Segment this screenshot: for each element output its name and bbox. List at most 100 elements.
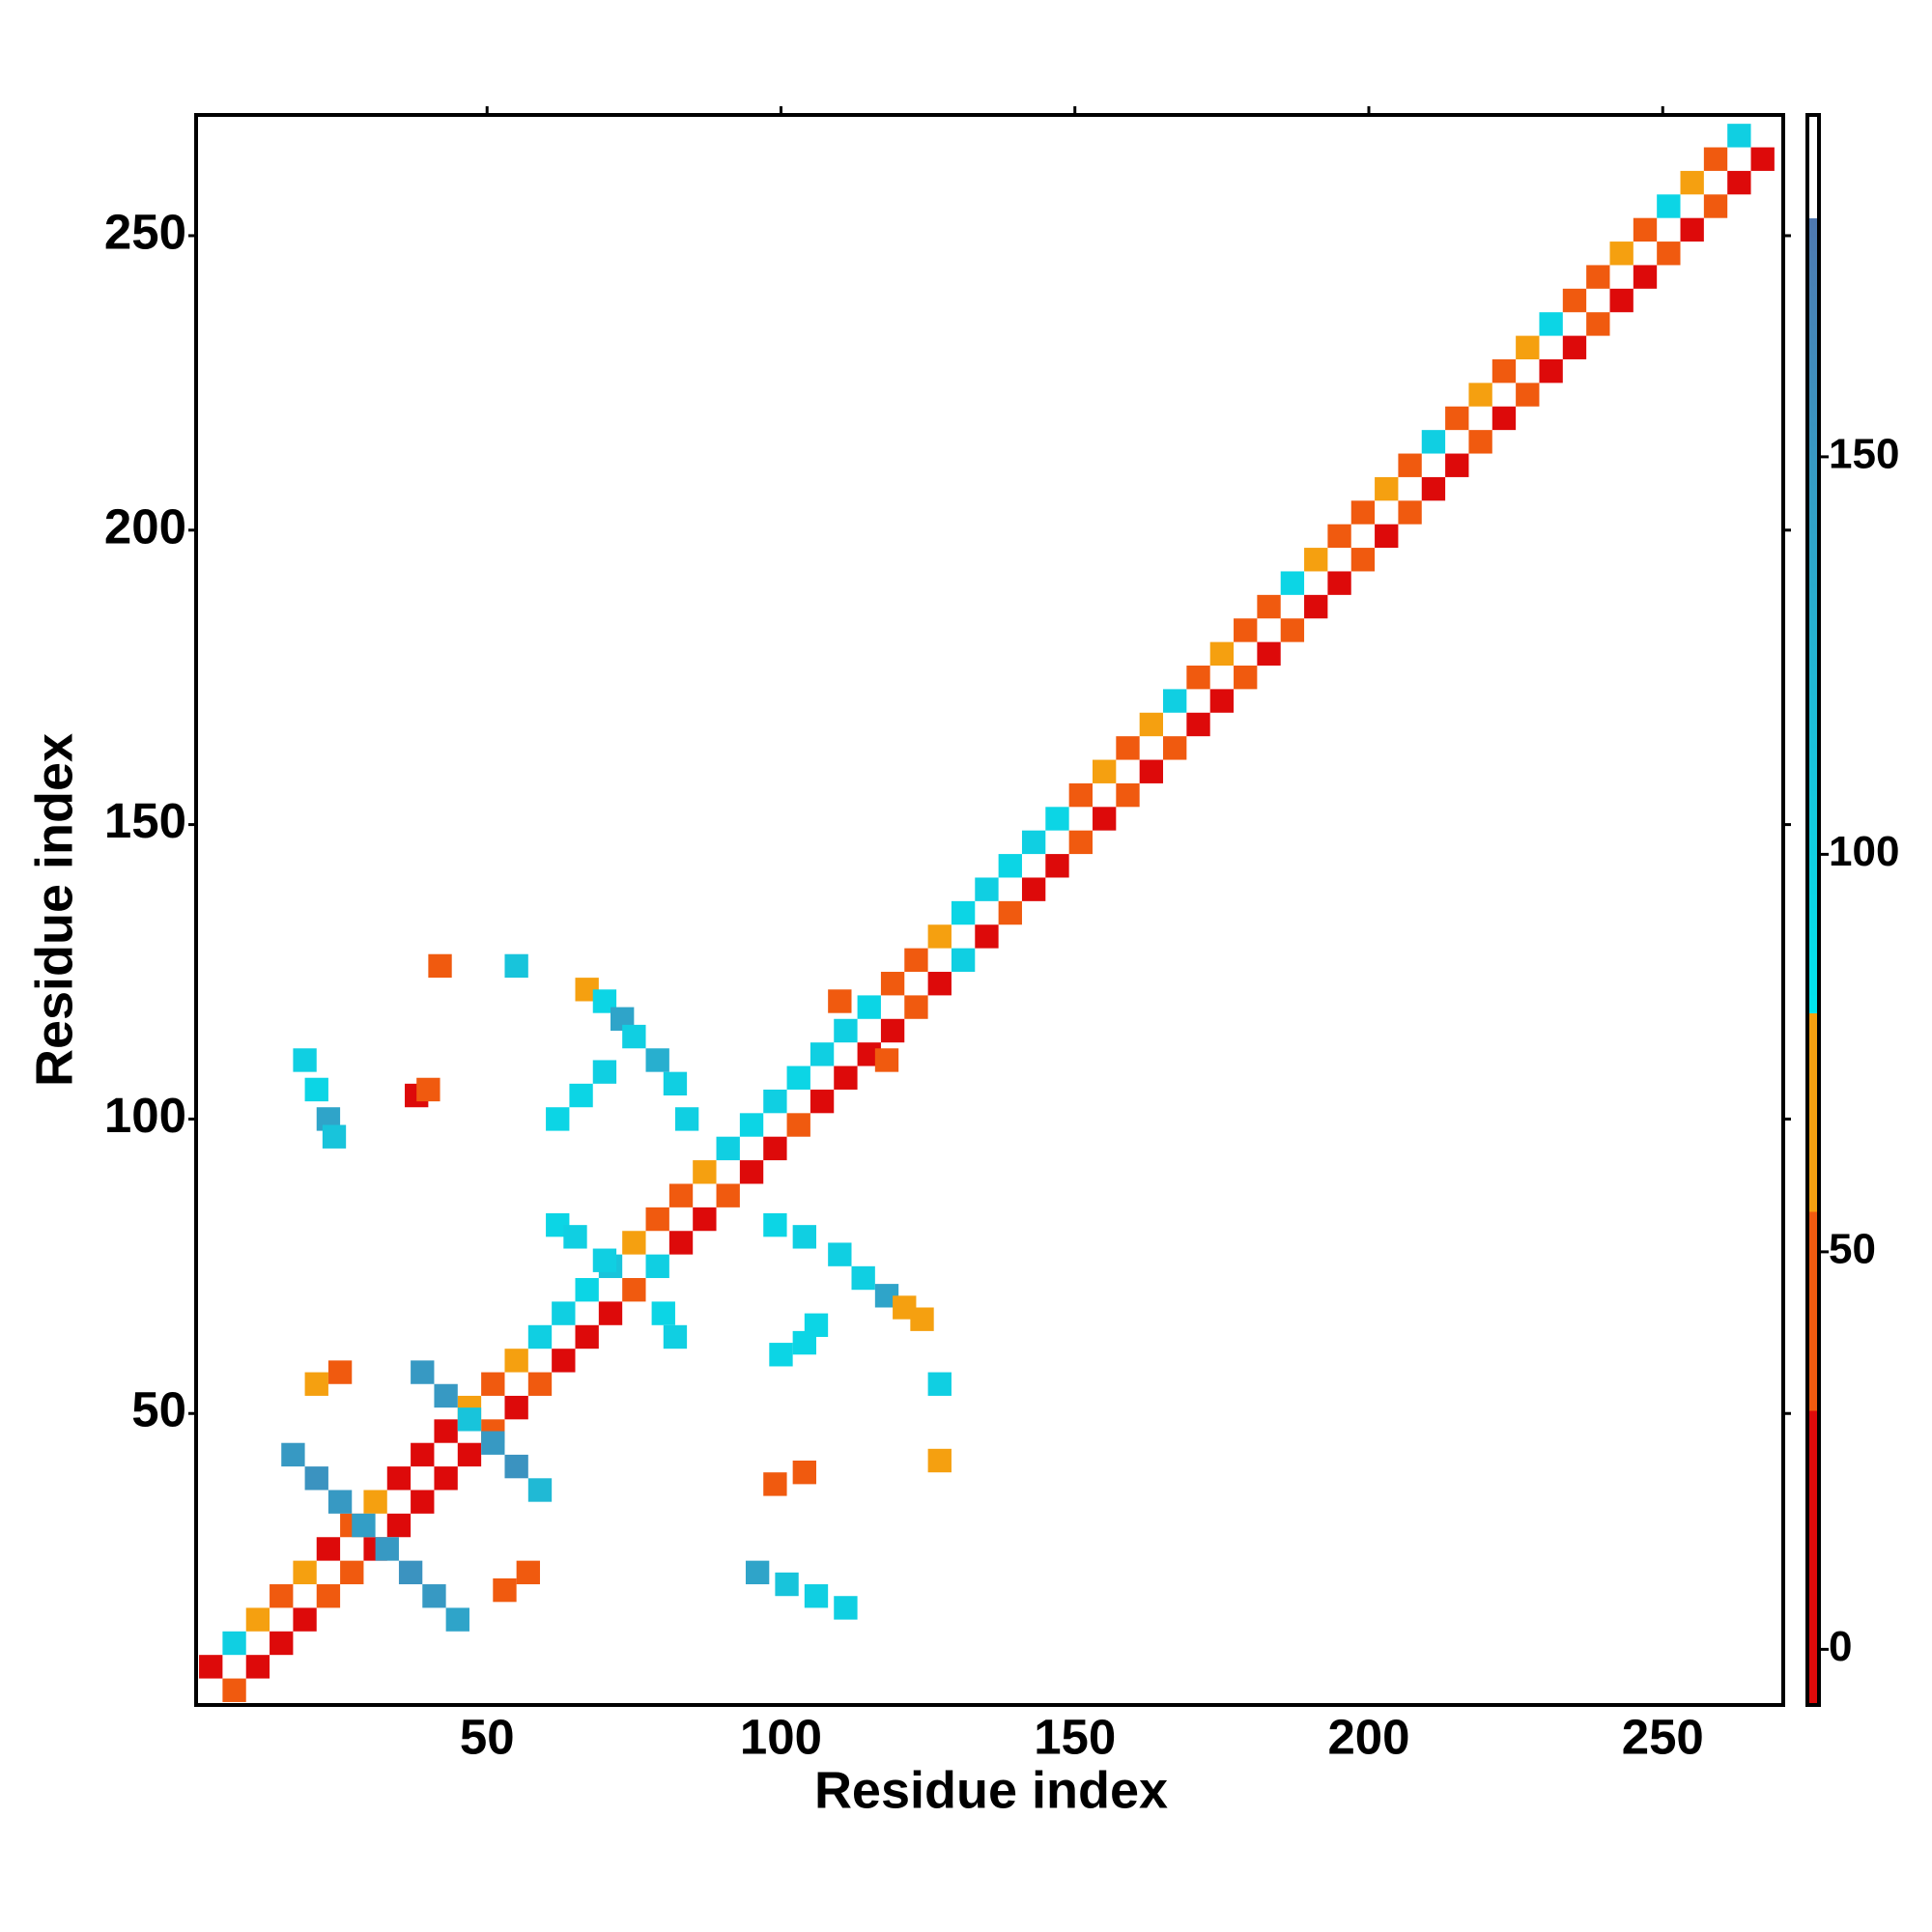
heatmap-cell [1421,430,1446,454]
heatmap-cell [1021,830,1046,855]
heatmap-cell [327,1360,353,1384]
heatmap-cell [786,1065,810,1090]
heatmap-cell [763,1136,787,1161]
heatmap-cell [1209,641,1235,667]
heatmap-cell [281,1442,305,1467]
x-tick-label: 100 [740,1709,822,1764]
heatmap-cell [1092,759,1117,783]
heatmap-cell [304,1077,328,1102]
x-tick-label: 50 [460,1709,515,1764]
colorbar-tick-label: 50 [1829,1226,1876,1273]
heatmap-cell [951,948,976,973]
heatmap-cell [575,1278,599,1302]
heatmap-cell [481,1431,505,1455]
heatmap-cell [516,1560,540,1585]
heatmap-cell [874,1048,899,1072]
heatmap-cell [1304,548,1328,572]
heatmap-cell [1445,406,1469,431]
heatmap-cell [1586,265,1610,289]
heatmap [199,124,1775,1702]
heatmap-cell [493,1577,517,1603]
heatmap-cell [927,1372,952,1396]
heatmap-cell [1539,312,1563,336]
heatmap-cell [245,1607,270,1632]
heatmap-cell [327,1490,353,1514]
heatmap-cell [434,1466,458,1491]
heatmap-cell [769,1343,793,1367]
heatmap-cell [804,1584,829,1608]
heatmap-cell [386,1466,412,1491]
heatmap-cell [1092,807,1117,831]
heatmap-cell [504,953,528,979]
plot-frame [194,113,1785,1707]
heatmap-cell [527,1478,553,1502]
heatmap-cell [851,1265,875,1291]
heatmap-cell [434,1419,458,1443]
heatmap-cell [622,1278,646,1302]
heatmap-cell [880,1018,905,1043]
heatmap-cell [1657,242,1681,266]
heatmap-cell [481,1372,505,1396]
heatmap-cell [1209,689,1235,713]
heatmap-cell [1492,406,1517,431]
heatmap-cell [293,1560,317,1585]
heatmap-cell [763,1472,787,1496]
heatmap-cell [810,1089,835,1114]
heatmap-cell [270,1584,294,1608]
heatmap-cell [1562,288,1587,313]
heatmap-cell [1068,830,1093,855]
heatmap-cell [316,1537,341,1561]
heatmap-cell [527,1324,553,1350]
heatmap-cell [1257,594,1281,619]
heatmap-cell [810,1042,835,1066]
heatmap-cell [416,1077,440,1102]
heatmap-cell [1139,759,1164,783]
heatmap-cell [998,900,1022,925]
heatmap-cell [270,1631,294,1656]
heatmap-cell [1186,712,1210,737]
heatmap-cell [763,1089,787,1114]
heatmap-cell [504,1454,528,1479]
heatmap-cell [1703,194,1728,218]
heatmap-cell [1703,147,1728,171]
heatmap-cell [910,1307,934,1331]
heatmap-cell [693,1207,717,1232]
heatmap-cell [1398,500,1422,525]
heatmap-cell [645,1207,669,1232]
heatmap-cell [411,1360,435,1384]
heatmap-cell [569,1083,593,1108]
heatmap-cell [828,989,852,1013]
heatmap-cell [1657,194,1681,218]
y-tick-label: 50 [131,1382,186,1437]
heatmap-cell [951,900,976,925]
x-tick-label: 250 [1622,1709,1704,1764]
heatmap-cell [1116,782,1140,808]
heatmap-cell [645,1048,669,1072]
y-tick-label: 200 [104,498,186,554]
heatmap-cell [375,1537,399,1561]
heatmap-cell [1304,594,1328,619]
heatmap-cell [1163,689,1187,713]
heatmap-cell [775,1572,799,1597]
heatmap-cell [622,1024,646,1049]
heatmap-cell [668,1231,694,1255]
heatmap-cell [363,1490,387,1514]
heatmap-cell [716,1136,740,1161]
heatmap-cell [552,1349,576,1373]
x-tick-label: 150 [1034,1709,1116,1764]
heatmap-cell [546,1107,570,1131]
heatmap-cell [575,1324,599,1350]
heatmap-cell [1398,453,1422,477]
heatmap-cell [222,1678,246,1702]
x-tick-label: 200 [1327,1709,1409,1764]
heatmap-cell [434,1383,458,1408]
heatmap-cell [1633,217,1658,242]
heatmap-cell [411,1442,435,1467]
heatmap-cell [834,1065,858,1090]
heatmap-cell [1492,358,1517,384]
heatmap-cell [1609,288,1634,313]
heatmap-cell [457,1407,482,1432]
heatmap-cell [693,1160,717,1184]
heatmap-cell [674,1107,699,1131]
heatmap-cell [904,948,928,973]
